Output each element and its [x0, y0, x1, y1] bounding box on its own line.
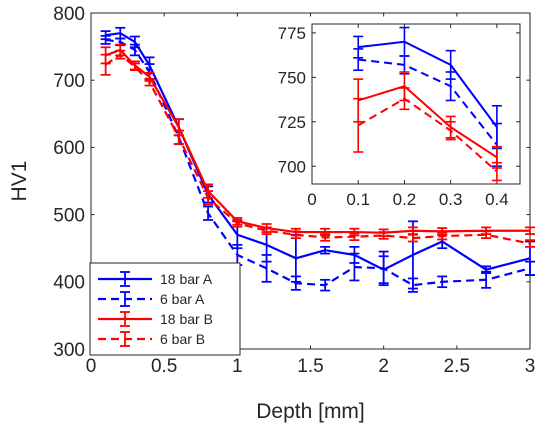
main-data-point [261, 254, 272, 283]
main-data-point [349, 232, 360, 242]
main-data-point [290, 275, 301, 291]
inset-data-point [445, 120, 456, 141]
legend-entry-18-bar-a: 18 bar A [98, 271, 213, 287]
main-data-point [407, 277, 418, 293]
main-ytick-label: 800 [53, 4, 85, 25]
main-data-point [232, 219, 243, 228]
inset-series-line [357, 85, 498, 159]
inset-data-point [353, 48, 364, 72]
main-data-point [481, 230, 492, 239]
main-data-point [129, 43, 140, 57]
main-ytick-label: 600 [53, 138, 85, 159]
inset-xtick-label: 0 [307, 190, 316, 209]
main-xtick-label: 0.5 [151, 356, 177, 377]
inset-axes-box [311, 23, 521, 185]
inset-ytick-label: 725 [278, 113, 306, 132]
inset-ytick-label: 750 [278, 68, 306, 87]
main-series-line [105, 38, 531, 287]
main-data-point [320, 278, 331, 292]
main-data-point [320, 245, 331, 255]
legend-label: 6 bar A [160, 291, 205, 307]
main-xtick-label: 0 [86, 356, 97, 377]
main-data-point [129, 62, 140, 72]
legend-entry-6-bar-b: 6 bar B [98, 331, 205, 347]
main-data-point [290, 230, 301, 239]
main-ytick-label: 300 [53, 340, 85, 361]
main-data-point [320, 233, 331, 242]
main-data-point [481, 270, 492, 289]
main-ytick-label: 500 [53, 205, 85, 226]
main-series-6-bar-a [100, 34, 535, 293]
main-series-line [105, 48, 530, 234]
main-xtick-label: 2 [378, 356, 389, 377]
inset-series-line [357, 97, 498, 173]
main-xtick-label: 1.5 [297, 356, 323, 377]
main-data-point [261, 226, 272, 235]
legend-label: 18 bar B [160, 311, 213, 327]
legend-label: 18 bar A [160, 271, 213, 287]
legend-label: 6 bar B [160, 331, 205, 347]
main-data-point [349, 252, 360, 282]
inset-series-line [358, 58, 498, 146]
main-data-point [437, 275, 448, 289]
main-xtick-label: 3 [525, 356, 536, 377]
main-xtick-label: 2.5 [444, 356, 470, 377]
inset-ytick-label: 700 [278, 157, 306, 176]
main-series-line [105, 53, 531, 245]
main-data-point [378, 250, 389, 287]
legend-entry-18-bar-b: 18 bar B [98, 311, 213, 327]
main-ytick-label: 400 [53, 273, 85, 294]
main-y-axis-label: HV1 [8, 161, 31, 202]
main-data-point [203, 190, 214, 206]
inset-data-point [491, 161, 502, 182]
inset-data-point [353, 97, 364, 153]
legend: 18 bar A 6 bar A 18 bar B 6 bar B [89, 262, 241, 356]
main-xtick-label: 1 [232, 356, 243, 377]
main-data-point [115, 49, 126, 60]
main-data-point [144, 77, 155, 87]
main-data-point [525, 260, 535, 276]
inset-ytick-label: 775 [278, 24, 306, 43]
inset-data-point [445, 71, 456, 102]
inset-xtick-label: 0.4 [485, 190, 509, 209]
legend-entry-6-bar-a: 6 bar A [98, 291, 205, 307]
main-data-point [378, 231, 389, 240]
main-data-point [100, 53, 111, 76]
main-data-point [173, 129, 184, 145]
inset-series-6-bar-b [353, 87, 502, 182]
main-series-6-bar-b [100, 49, 535, 248]
inset-xtick-label: 0.1 [346, 190, 370, 209]
main-data-point [100, 34, 111, 45]
inset-xtick-label: 0.3 [439, 190, 463, 209]
main-data-point [525, 239, 535, 248]
inset-xtick-label: 0.2 [393, 190, 417, 209]
inset-data-point [399, 87, 410, 111]
main-data-point [437, 231, 448, 241]
main-data-point [525, 226, 535, 235]
main-data-point [203, 205, 214, 221]
inset-plot: 0 0.1 0.2 0.3 0.4 700 725 750 775 [278, 23, 521, 209]
inset-series-line [358, 40, 498, 128]
main-ytick-label: 700 [53, 71, 85, 92]
main-x-axis-label: Depth [mm] [256, 400, 365, 423]
main-data-point [407, 233, 418, 243]
main-series-line [105, 32, 531, 271]
